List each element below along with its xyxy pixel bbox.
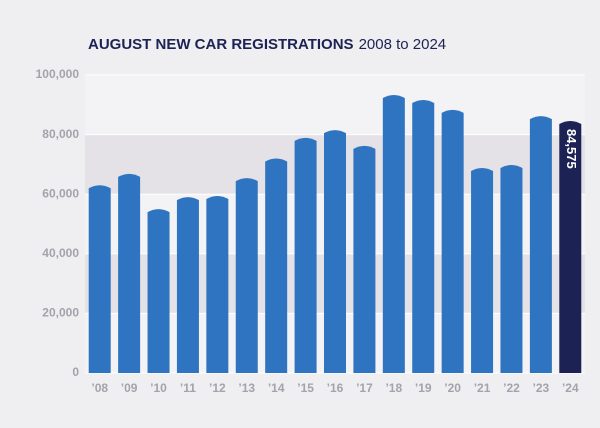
chart-title-line: AUGUST NEW CAR REGISTRATIONS 2008 to 2024 [88, 36, 446, 53]
x-tick-label: ’21 [474, 381, 491, 395]
x-tick-label: ’12 [209, 381, 226, 395]
y-tick-label: 100,000 [36, 67, 80, 81]
bar [412, 100, 435, 374]
x-tick-label: ’17 [356, 381, 373, 395]
y-tick-label: 60,000 [42, 186, 79, 200]
x-tick-label: ’19 [415, 381, 432, 395]
bar [176, 197, 199, 373]
bar [88, 185, 111, 373]
x-tick-label: ’13 [238, 381, 255, 395]
bar [235, 178, 258, 373]
x-tick-label: ’22 [503, 381, 520, 395]
x-tick-label: ’20 [444, 381, 461, 395]
bar [265, 158, 288, 373]
x-tick-label: ’16 [327, 381, 344, 395]
bar [500, 164, 523, 373]
x-tick-label: ’10 [150, 381, 167, 395]
x-tick-label: ’15 [297, 381, 314, 395]
bar [206, 195, 229, 373]
bar [382, 94, 405, 373]
bar [529, 116, 552, 374]
y-tick-label: 20,000 [42, 306, 79, 320]
bar [147, 209, 170, 373]
y-tick-label: 0 [72, 365, 79, 379]
y-tick-label: 40,000 [42, 246, 79, 260]
x-tick-label: ’23 [533, 381, 550, 395]
bar [559, 120, 582, 374]
bar [118, 173, 141, 373]
bar [294, 137, 317, 373]
bar [324, 130, 346, 373]
value-label: 84,575 [564, 129, 579, 169]
bar [441, 109, 464, 373]
chart-title: AUGUST NEW CAR REGISTRATIONS [88, 36, 354, 53]
x-tick-label: ’09 [121, 381, 138, 395]
y-tick-label: 80,000 [42, 127, 79, 141]
plot-band [85, 75, 585, 135]
x-tick-label: ’24 [562, 381, 579, 395]
bar [471, 167, 494, 373]
x-tick-label: ’18 [385, 381, 402, 395]
bar [353, 145, 376, 373]
chart-subtitle: 2008 to 2024 [359, 36, 447, 53]
x-tick-label: ’08 [91, 381, 108, 395]
x-tick-label: ’11 [180, 381, 196, 395]
x-tick-label: ’14 [268, 381, 285, 395]
